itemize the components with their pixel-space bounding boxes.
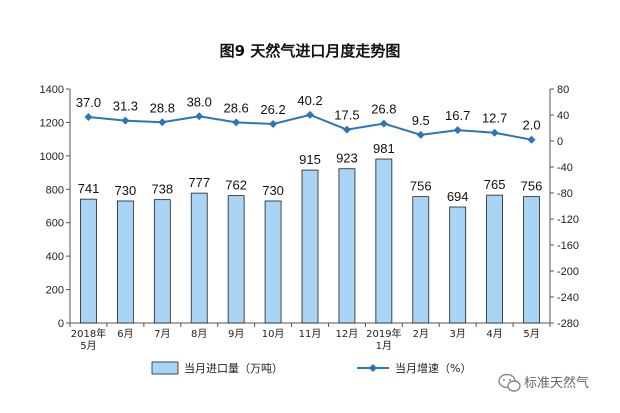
line-data-label: 28.8 — [150, 100, 175, 115]
bar — [116, 200, 134, 324]
line-data-label: 37.0 — [76, 95, 101, 110]
x-tick-label: 5月 — [523, 328, 539, 340]
line-marker — [195, 112, 204, 121]
x-tick-label: 8月 — [191, 328, 207, 340]
y-left-tick-label: 1200 — [40, 117, 64, 129]
bar-data-label: 765 — [484, 177, 506, 192]
line-marker — [306, 110, 314, 119]
y-left-tick-label: 1000 — [40, 151, 64, 163]
bar — [449, 206, 467, 324]
x-tick-label: 2019年 — [366, 327, 401, 340]
y-left-tick-label: 200 — [46, 285, 64, 297]
x-tick-label: 6月 — [117, 328, 133, 340]
line-data-label: 9.5 — [412, 113, 430, 128]
x-tick-label: 3月 — [450, 328, 466, 340]
y-right-tick-label: -160 — [557, 240, 579, 252]
y-left-tick-label: 0 — [58, 318, 64, 330]
line-data-label: 31.3 — [113, 99, 138, 114]
bar — [153, 199, 171, 324]
legend-label-line: 当月增速（%） — [395, 361, 471, 375]
line-marker — [121, 116, 130, 125]
watermark: 标准天然气 — [498, 373, 589, 392]
x-tick-label: 4月 — [486, 328, 502, 340]
line-marker — [379, 119, 388, 128]
line-data-label: 2.0 — [522, 118, 540, 133]
bar-data-label: 915 — [299, 152, 321, 167]
x-tick-label: 7月 — [154, 328, 170, 340]
line-marker — [490, 128, 499, 137]
line-data-label: 12.7 — [482, 111, 507, 126]
y-right-tick-label: -40 — [557, 162, 573, 174]
line-data-label: 17.5 — [334, 108, 359, 123]
y-left-tick-label: 600 — [46, 218, 64, 230]
x-tick-label: 9月 — [228, 328, 244, 340]
x-tick-label: 5月 — [80, 340, 96, 352]
line-data-label: 16.7 — [445, 108, 470, 123]
line-marker — [269, 119, 278, 128]
y-right-tick-label: 40 — [557, 110, 569, 122]
y-right-tick-label: -280 — [557, 318, 579, 330]
line-data-label: 40.2 — [297, 93, 322, 108]
y-right-tick-label: -80 — [557, 188, 573, 200]
legend-swatch-bar — [151, 361, 179, 375]
x-tick-label: 11月 — [299, 328, 322, 340]
x-tick-label: 2月 — [413, 328, 429, 340]
bar-data-label: 777 — [188, 175, 210, 190]
line-marker — [232, 118, 241, 127]
x-tick-label: 2018年 — [71, 327, 106, 340]
bar — [486, 194, 504, 324]
legend: 当月进口量（万吨） 当月增速（%） — [151, 361, 471, 375]
y-right-tick-label: -200 — [557, 266, 579, 278]
x-tick-label: 10月 — [262, 328, 285, 340]
y-right-tick-label: -120 — [557, 214, 579, 226]
bar — [338, 168, 356, 324]
y-left-tick-label: 400 — [46, 251, 64, 263]
bar — [375, 158, 393, 324]
bar-data-label: 694 — [447, 189, 469, 204]
bar — [523, 196, 540, 324]
line-marker — [453, 126, 462, 135]
bar-data-label: 730 — [262, 183, 284, 198]
line-marker — [342, 125, 351, 134]
bar-data-label: 741 — [78, 181, 100, 196]
y-right-tick-label: -240 — [557, 292, 579, 304]
y-right-tick-label: 80 — [557, 84, 569, 96]
y-left-tick-label: 800 — [46, 184, 64, 196]
bar — [264, 200, 282, 324]
line-marker — [84, 112, 93, 121]
x-tick-label: 1月 — [376, 340, 392, 352]
legend-marker-line — [369, 364, 377, 372]
bar — [412, 196, 430, 324]
line-data-label: 38.0 — [187, 94, 212, 109]
line-marker — [527, 135, 536, 144]
bar-data-label: 923 — [336, 151, 358, 166]
bar — [190, 192, 208, 324]
line-marker — [158, 118, 167, 127]
watermark-text: 标准天然气 — [524, 375, 589, 391]
bar — [227, 195, 245, 324]
y-left-tick-label: 1400 — [40, 84, 64, 96]
line-data-label: 26.8 — [371, 102, 396, 117]
bar-data-label: 762 — [225, 178, 247, 193]
bar — [301, 169, 319, 324]
bar-data-label: 756 — [410, 179, 432, 194]
chart-title: 图9 天然气进口月度走势图 — [220, 42, 401, 60]
line-data-label: 26.2 — [260, 102, 285, 117]
legend-label-bar: 当月进口量（万吨） — [184, 361, 283, 375]
x-tick-label: 12月 — [336, 328, 359, 340]
wechat-icon — [498, 373, 521, 392]
bar-data-label: 981 — [373, 141, 395, 156]
line-data-label: 28.6 — [223, 100, 248, 115]
bar-data-label: 738 — [151, 182, 173, 197]
line-marker — [416, 130, 425, 139]
bar-data-label: 756 — [521, 179, 543, 194]
y-right-tick-label: 0 — [557, 136, 563, 148]
bar — [80, 198, 97, 324]
bar-data-label: 730 — [115, 183, 137, 198]
